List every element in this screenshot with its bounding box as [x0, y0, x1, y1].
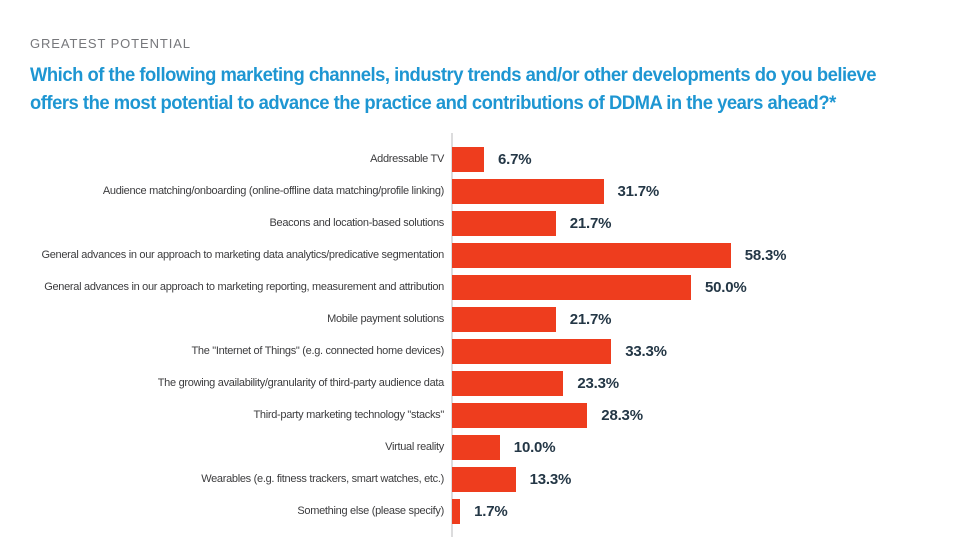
bar — [452, 402, 588, 428]
bar — [452, 210, 556, 236]
value-label: 21.7% — [569, 310, 612, 328]
bar — [452, 338, 612, 364]
category-label: Beacons and location-based solutions — [0, 217, 452, 229]
chart-question-title: Which of the following marketing channel… — [30, 62, 876, 117]
bar — [452, 242, 731, 268]
horizontal-bar-chart: Addressable TV 6.7% Audience matching/onbo… — [0, 143, 965, 527]
category-label: Wearables (e.g. fitness trackers, smart … — [0, 473, 452, 485]
category-label-text: Third-party marketing technology "stacks… — [253, 409, 444, 421]
category-label-text: The "Internet of Things" (e.g. connected… — [191, 345, 444, 357]
chart-row: Addressable TV 6.7% — [0, 143, 965, 175]
value-label: 58.3% — [744, 246, 787, 264]
chart-row: Beacons and location-based solutions 21.7… — [0, 207, 965, 239]
category-label: Addressable TV — [0, 153, 452, 165]
category-label: The growing availability/granularity of … — [0, 377, 452, 389]
value-label: 10.0% — [513, 438, 556, 456]
question-line-1: Which of the following marketing channel… — [30, 65, 876, 86]
chart-row: Virtual reality 10.0% — [0, 431, 965, 463]
value-label: 33.3% — [625, 342, 667, 360]
category-label: Audience matching/onboarding (online-off… — [0, 185, 452, 197]
category-label: Third-party marketing technology "stacks… — [0, 409, 452, 421]
chart-row: Mobile payment solutions 21.7% — [0, 303, 965, 335]
value-label: 6.7% — [498, 150, 532, 168]
chart-row: Audience matching/onboarding (online-off… — [0, 175, 965, 207]
category-label-text: Audience matching/onboarding (online-off… — [102, 185, 444, 197]
bar — [452, 370, 564, 396]
chart-row: The "Internet of Things" (e.g. connected… — [0, 335, 965, 367]
value-label: 31.7% — [617, 182, 660, 200]
bar — [452, 498, 461, 524]
bar — [452, 306, 556, 332]
category-label-text: Virtual reality — [385, 441, 444, 453]
bar — [452, 466, 516, 492]
value-label: 1.7% — [474, 502, 508, 520]
chart-row: Third-party marketing technology "stacks… — [0, 399, 965, 431]
category-label-text: Beacons and location-based solutions — [269, 217, 445, 229]
section-eyebrow: GREATEST POTENTIAL — [30, 36, 191, 51]
chart-row: General advances in our approach to mark… — [0, 271, 965, 303]
category-label-text: Wearables (e.g. fitness trackers, smart … — [201, 473, 444, 485]
category-label: General advances in our approach to mark… — [0, 249, 452, 261]
category-label-text: Something else (please specify) — [297, 505, 444, 517]
bar — [452, 434, 500, 460]
chart-row: Wearables (e.g. fitness trackers, smart … — [0, 463, 965, 495]
value-label: 50.0% — [705, 278, 747, 296]
value-label: 23.3% — [577, 374, 619, 392]
category-label: The "Internet of Things" (e.g. connected… — [0, 345, 452, 357]
category-label: General advances in our approach to mark… — [0, 281, 452, 293]
question-line-2: offers the most potential to advance the… — [30, 92, 836, 114]
value-label: 21.7% — [569, 214, 612, 232]
category-label-text: Addressable TV — [370, 153, 444, 165]
category-label-text: General advances in our approach to mark… — [41, 249, 444, 261]
bar — [452, 178, 604, 204]
y-axis-line — [451, 133, 453, 537]
chart-row: Something else (please specify) 1.7% — [0, 495, 965, 527]
bar — [452, 146, 484, 172]
category-label: Something else (please specify) — [0, 505, 452, 517]
category-label: Virtual reality — [0, 441, 452, 453]
category-label-text: Mobile payment solutions — [327, 313, 444, 325]
chart-row: The growing availability/granularity of … — [0, 367, 965, 399]
category-label: Mobile payment solutions — [0, 313, 452, 325]
category-label-text: General advances in our approach to mark… — [44, 281, 444, 293]
chart-row: General advances in our approach to mark… — [0, 239, 965, 271]
category-label-text: The growing availability/granularity of … — [157, 377, 445, 389]
bar — [452, 274, 691, 300]
value-label: 28.3% — [601, 406, 643, 424]
value-label: 13.3% — [529, 470, 572, 488]
